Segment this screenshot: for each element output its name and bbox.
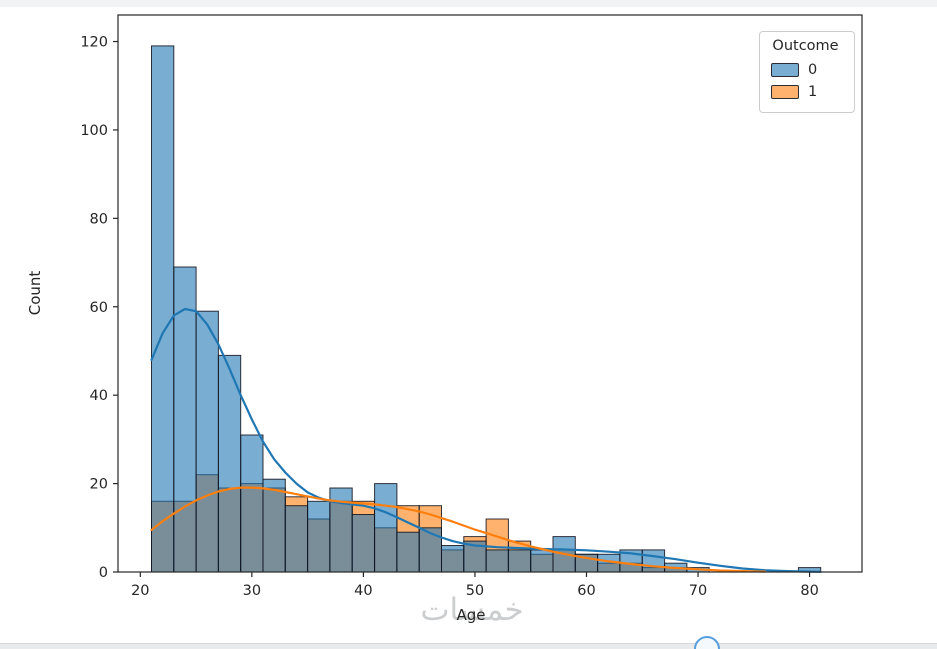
hist-bar-outcome-0 <box>530 549 554 573</box>
y-tick-label: 60 <box>90 300 108 316</box>
hist-bar-outcome-0 <box>307 500 331 573</box>
khamsat-watermark: خمسات <box>420 592 524 628</box>
plot-border <box>117 14 863 573</box>
x-tick-label: 60 <box>577 583 595 599</box>
kde-curve-outcome-1 <box>150 486 767 573</box>
hist-bar-outcome-0 <box>507 549 532 573</box>
hist-bar-outcome-0 <box>485 549 509 573</box>
browser-top-strip <box>0 0 937 7</box>
y-tick-label: 0 <box>99 565 108 581</box>
x-axis-label: Age <box>456 606 486 624</box>
hist-bar-outcome-0 <box>374 483 398 573</box>
hist-bar-outcome-0 <box>284 505 309 573</box>
legend-title: Outcome <box>772 38 839 54</box>
x-tick-label: 50 <box>466 583 484 599</box>
legend-label-outcome-0: 0 <box>808 62 818 78</box>
legend-item-outcome-1: 1 <box>771 81 840 103</box>
browser-bottom-strip <box>0 643 937 649</box>
y-tick-label: 80 <box>90 211 108 227</box>
x-tick-label: 70 <box>689 583 707 599</box>
legend-swatch-outcome-0 <box>771 63 799 77</box>
hist-bar-outcome-0 <box>418 527 443 573</box>
legend-label-outcome-1: 1 <box>808 84 818 100</box>
legend-swatch-outcome-1 <box>771 85 799 99</box>
kde-curve-outcome-0 <box>150 307 822 573</box>
hist-bar-outcome-0 <box>351 514 376 573</box>
y-tick-label: 20 <box>90 477 108 493</box>
y-axis-label: Count <box>26 270 44 316</box>
legend-item-outcome-0: 0 <box>771 59 840 81</box>
y-tick-label: 40 <box>90 388 108 404</box>
x-tick-label: 30 <box>243 583 261 599</box>
x-tick-label: 80 <box>800 583 818 599</box>
x-tick-label: 40 <box>354 583 372 599</box>
y-tick-label: 100 <box>80 123 108 139</box>
x-tick-label: 20 <box>131 583 149 599</box>
hist-bar-outcome-0 <box>151 45 175 573</box>
y-tick-label: 120 <box>80 35 108 51</box>
hist-bar-outcome-0 <box>195 310 219 573</box>
hist-bar-outcome-0 <box>240 434 264 573</box>
hist-bar-outcome-0 <box>641 549 666 573</box>
hist-bar-outcome-0 <box>262 478 286 573</box>
hist-bar-outcome-0 <box>441 545 465 573</box>
hist-bar-outcome-0 <box>396 531 420 573</box>
legend: Outcome 0 1 <box>759 31 855 113</box>
